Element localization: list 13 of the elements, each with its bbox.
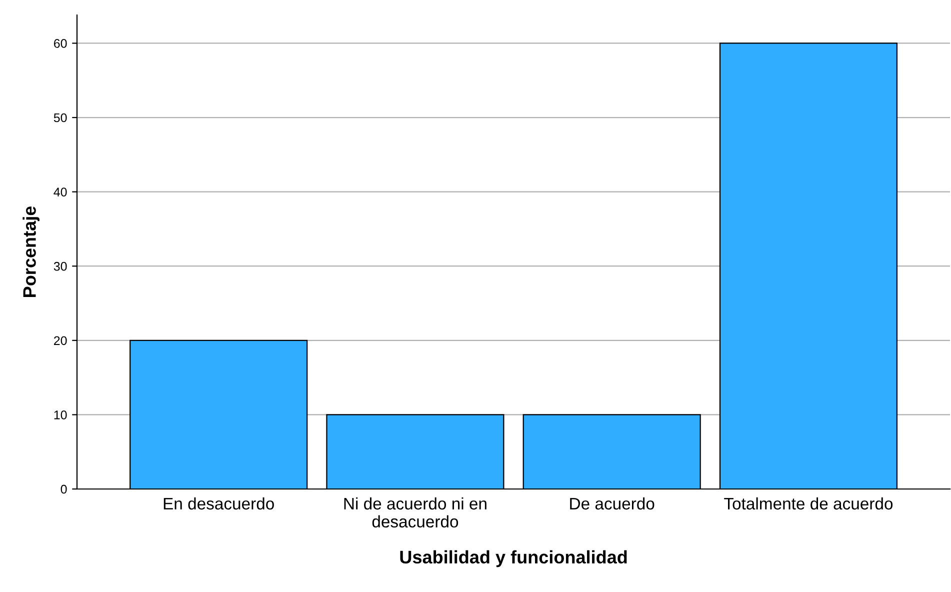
y-tick-label: 10 — [54, 410, 67, 420]
y-tick-label: 40 — [54, 188, 67, 196]
y-tick-label: 30 — [54, 262, 67, 271]
y-tick-label: 60 — [54, 39, 67, 48]
y-axis-title: Porcentaje — [22, 206, 40, 297]
x-axis-title: Usabilidad y funcionalidad — [400, 550, 627, 568]
x-tick-label: De acuerdo — [570, 497, 654, 510]
x-tick-label: Ni de acuerdo ni en desacuerdo — [344, 497, 486, 528]
y-tick-label: 20 — [54, 336, 67, 346]
y-tick-label: 50 — [54, 113, 67, 122]
x-tick-label: En desacuerdo — [164, 497, 274, 510]
x-tick-label: Totalmente de acuerdo — [724, 497, 893, 510]
y-tick-label: 0 — [60, 484, 67, 494]
